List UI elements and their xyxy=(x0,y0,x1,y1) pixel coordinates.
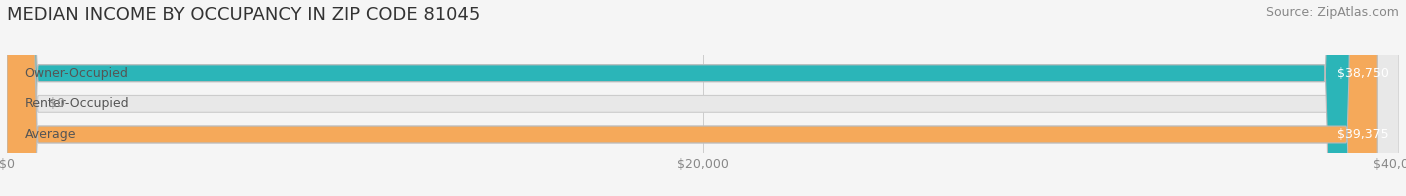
Text: Average: Average xyxy=(24,128,76,141)
Text: Renter-Occupied: Renter-Occupied xyxy=(24,97,129,110)
FancyBboxPatch shape xyxy=(7,0,1399,196)
Text: $39,375: $39,375 xyxy=(1337,128,1389,141)
Text: Source: ZipAtlas.com: Source: ZipAtlas.com xyxy=(1265,6,1399,19)
FancyBboxPatch shape xyxy=(7,0,1399,196)
FancyBboxPatch shape xyxy=(7,0,1355,196)
Text: MEDIAN INCOME BY OCCUPANCY IN ZIP CODE 81045: MEDIAN INCOME BY OCCUPANCY IN ZIP CODE 8… xyxy=(7,6,481,24)
FancyBboxPatch shape xyxy=(7,0,1378,196)
Text: Owner-Occupied: Owner-Occupied xyxy=(24,67,128,80)
Text: $0: $0 xyxy=(49,97,65,110)
FancyBboxPatch shape xyxy=(7,0,1399,196)
Text: $38,750: $38,750 xyxy=(1337,67,1389,80)
